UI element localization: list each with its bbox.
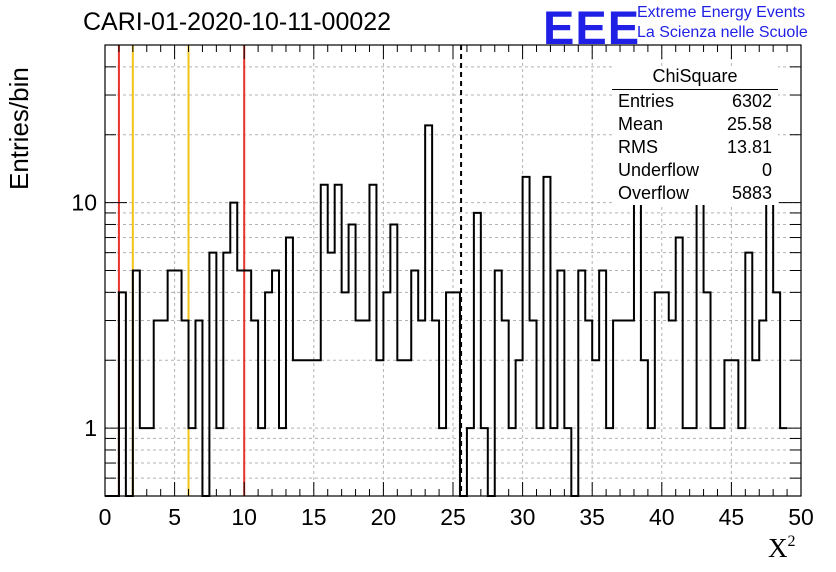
- histogram-line: [105, 124, 788, 497]
- axis-tick-labels: 0 5 10 15 20 25 30 35 40 45 50 1 10: [71, 190, 813, 530]
- x-tick-label: 50: [788, 504, 814, 530]
- stats-title: ChiSquare: [612, 66, 778, 90]
- x-tick-label: 35: [579, 504, 605, 530]
- y-tick-label: 10: [71, 190, 97, 216]
- y-tick-label: 1: [84, 415, 97, 441]
- x-axis-label: X2: [768, 533, 796, 564]
- eee-logo-line2: La Scienza nelle Scuole: [637, 24, 808, 41]
- stats-row-entries: Entries 6302: [612, 90, 778, 113]
- x-tick-label: 10: [231, 504, 257, 530]
- histogram-series: [105, 124, 788, 497]
- eee-logo: EEE: [543, 1, 641, 54]
- x-tick-label: 40: [649, 504, 675, 530]
- stats-row-overflow: Overflow 5883: [612, 182, 778, 205]
- y-axis-label: Entries/bin: [4, 67, 34, 190]
- x-axis-label-superscript: 2: [787, 533, 796, 550]
- x-tick-label: 15: [301, 504, 327, 530]
- stats-value: 0: [761, 160, 772, 180]
- stats-label: Entries: [618, 91, 675, 111]
- stats-value: 6302: [731, 91, 772, 111]
- eee-logo-line1: Extreme Energy Events: [637, 4, 806, 21]
- stats-label: Underflow: [618, 160, 700, 180]
- x-tick-label: 0: [99, 504, 112, 530]
- chart-title: CARI-01-2020-10-11-00022: [83, 8, 392, 36]
- stats-row-rms: RMS 13.81: [612, 136, 778, 159]
- x-tick-label: 45: [719, 504, 745, 530]
- x-tick-label: 20: [371, 504, 397, 530]
- x-tick-label: 30: [510, 504, 536, 530]
- stats-row-mean: Mean 25.58: [612, 113, 778, 136]
- stats-value: 13.81: [726, 137, 772, 157]
- x-axis-label-base: X: [768, 533, 788, 563]
- stats-value: 5883: [731, 183, 772, 203]
- stats-label: Mean: [618, 114, 664, 134]
- stats-label: RMS: [618, 137, 658, 157]
- x-tick-label: 5: [168, 504, 181, 530]
- stats-box: ChiSquare Entries 6302 Mean 25.58 RMS 13.81…: [612, 66, 778, 205]
- stats-value: 25.58: [726, 114, 772, 134]
- x-tick-label: 25: [440, 504, 466, 530]
- axis-ticks: [104, 44, 802, 497]
- stats-row-underflow: Underflow 0: [612, 159, 778, 182]
- stats-label: Overflow: [618, 183, 690, 203]
